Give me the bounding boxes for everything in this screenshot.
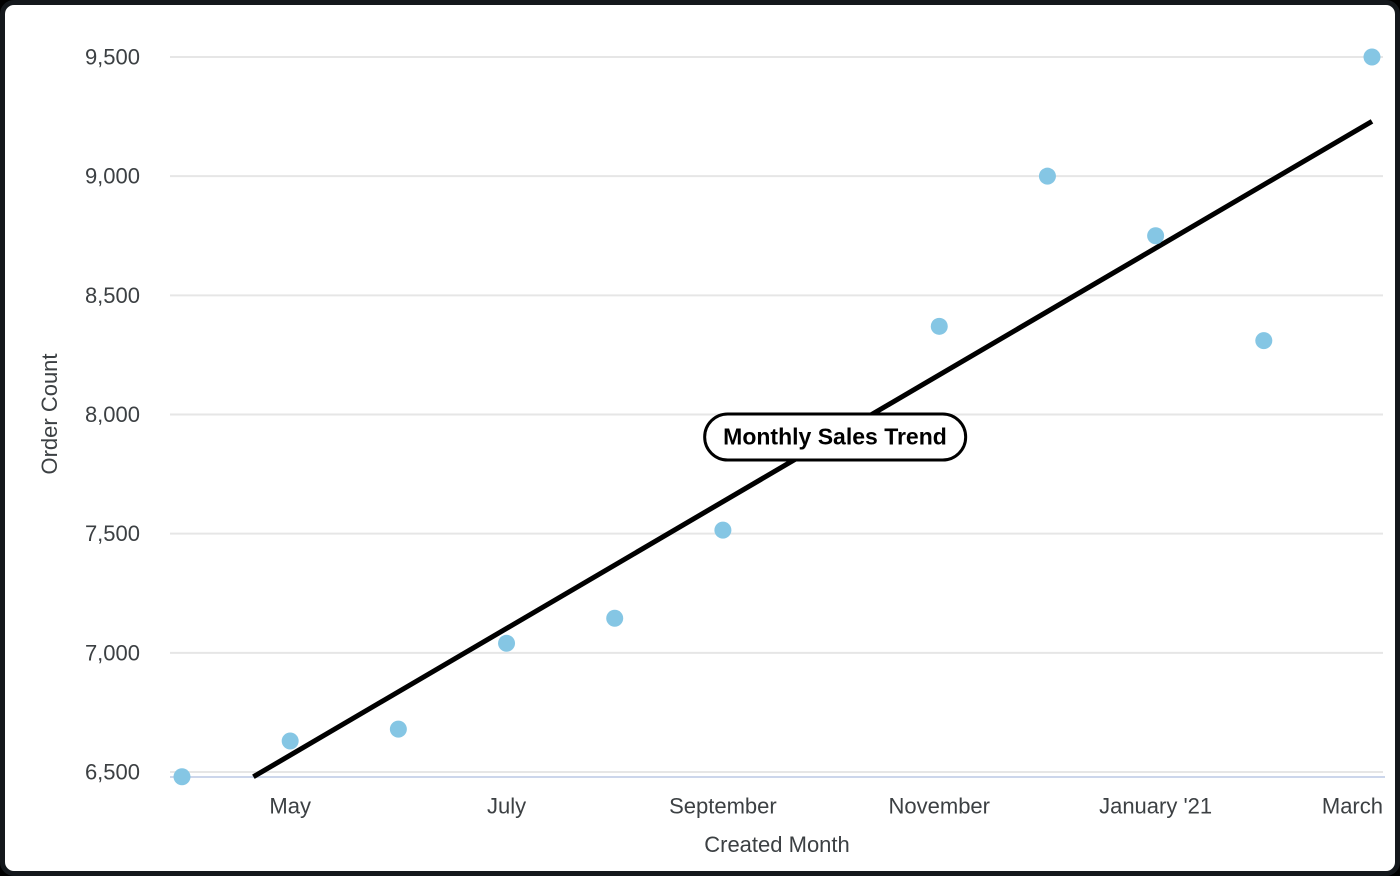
chart-title-pill: Monthly Sales Trend	[703, 412, 967, 462]
data-point[interactable]	[389, 720, 407, 738]
x-tick-label: November	[889, 794, 990, 819]
x-tick-label: July	[487, 794, 526, 819]
x-tick-label: May	[269, 794, 311, 819]
data-point[interactable]	[930, 317, 948, 335]
data-point[interactable]	[606, 609, 624, 627]
data-point[interactable]	[1255, 332, 1273, 350]
data-point[interactable]	[498, 634, 516, 652]
x-tick-label: January '21	[1099, 794, 1212, 819]
y-tick-label: 9,000	[85, 164, 140, 189]
y-tick-label: 6,500	[85, 760, 140, 785]
chart-title: Monthly Sales Trend	[723, 423, 947, 450]
y-tick-label: 8,500	[85, 283, 140, 308]
data-point[interactable]	[1038, 167, 1056, 185]
data-point[interactable]	[714, 521, 732, 539]
y-tick-label: 7,500	[85, 521, 140, 546]
y-tick-label: 8,000	[85, 402, 140, 427]
data-point[interactable]	[1363, 48, 1381, 66]
data-point[interactable]	[1147, 227, 1165, 245]
x-tick-label: September	[669, 794, 777, 819]
x-tick-label: March	[1322, 794, 1383, 819]
y-tick-label: 9,500	[85, 45, 140, 70]
y-tick-label: 7,000	[85, 640, 140, 665]
data-point[interactable]	[281, 732, 299, 750]
data-point[interactable]	[173, 768, 191, 786]
